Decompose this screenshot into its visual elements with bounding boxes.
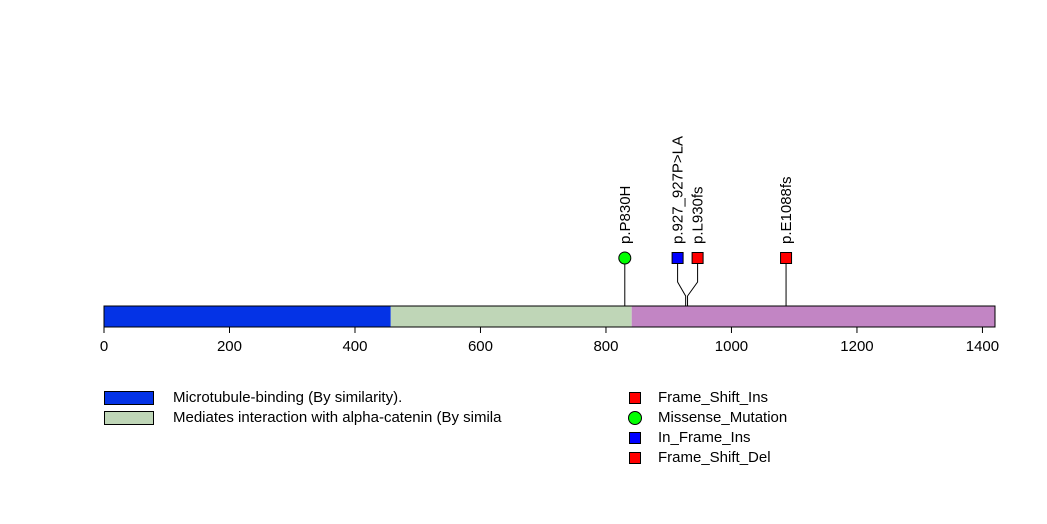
axis-tick-label: 1400: [966, 338, 999, 355]
mutation-marker: [671, 252, 684, 264]
axis-tick-label: 200: [217, 338, 242, 355]
mutation-legend-label: Frame_Shift_Del: [658, 449, 771, 466]
mutation-legend-item: Frame_Shift_Ins: [628, 388, 928, 408]
mutation-legend-label: Frame_Shift_Ins: [658, 389, 769, 406]
mutation-labels: p.P830H p.927_927P>LA p.L930fs p.E1088fs: [617, 136, 795, 244]
axis-tick-label: 0: [100, 338, 108, 355]
mutation-marker: [618, 251, 632, 265]
protein-bar: [103, 305, 996, 328]
mutation-legend-label: In_Frame_Ins: [658, 429, 751, 446]
mutation-label: p.L930fs: [690, 186, 707, 244]
axis-tick-label: 1200: [840, 338, 873, 355]
domain-legend: Microtubule-binding (By similarity). Med…: [104, 388, 584, 428]
mutation-label: p.P830H: [617, 186, 634, 244]
domain-legend-item: Mediates interaction with alpha-catenin …: [104, 408, 584, 428]
axis-tick-label: 400: [342, 338, 367, 355]
domain-swatch: [104, 391, 154, 405]
mutation-marker: [691, 252, 704, 264]
mutation-label: p.927_927P>LA: [670, 136, 687, 244]
mutation-legend-item: Missense_Mutation: [628, 408, 928, 428]
mutation-legend-item: In_Frame_Ins: [628, 428, 928, 448]
domain-segment: [631, 306, 995, 327]
mutation-type-legend: Frame_Shift_Ins Missense_Mutation In_Fra…: [628, 388, 928, 468]
axis-tick-label: 600: [468, 338, 493, 355]
x-axis: 0 200 400 600 800 1000 1200 1400: [100, 326, 999, 355]
domain-segment: [390, 306, 632, 327]
domain-legend-label: Mediates interaction with alpha-catenin …: [173, 409, 502, 426]
domain-segment: [104, 306, 391, 327]
mutation-label: p.E1088fs: [778, 176, 795, 244]
mutation-marker: [780, 252, 793, 264]
domain-swatch: [104, 411, 154, 425]
axis-tick-label: 1000: [715, 338, 748, 355]
mutation-markers: [618, 251, 793, 265]
axis-tick-label: 800: [593, 338, 618, 355]
missense-mutation-swatch: [628, 411, 642, 425]
mutation-legend-item: Frame_Shift_Del: [628, 448, 928, 468]
domain-legend-item: Microtubule-binding (By similarity).: [104, 388, 584, 408]
domain-legend-label: Microtubule-binding (By similarity).: [173, 389, 403, 406]
frame-shift-ins-swatch: [629, 392, 641, 404]
in-frame-ins-swatch: [629, 432, 641, 444]
frame-shift-del-swatch: [629, 452, 641, 464]
mutation-legend-label: Missense_Mutation: [658, 409, 788, 426]
